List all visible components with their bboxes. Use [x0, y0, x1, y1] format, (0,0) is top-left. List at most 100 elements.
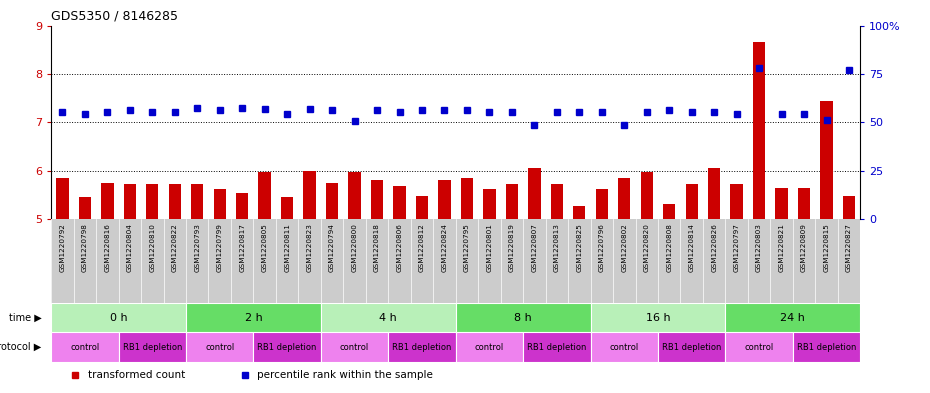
- Text: GSM1220815: GSM1220815: [824, 224, 830, 272]
- Bar: [321, 303, 456, 332]
- Bar: [551, 184, 563, 219]
- Bar: [528, 169, 540, 219]
- Bar: [725, 332, 792, 362]
- Bar: [708, 169, 721, 219]
- Bar: [456, 303, 591, 332]
- Bar: [730, 184, 743, 219]
- Text: RB1 depletion: RB1 depletion: [258, 343, 317, 352]
- Text: GSM1220821: GSM1220821: [778, 224, 785, 272]
- Text: RB1 depletion: RB1 depletion: [662, 343, 722, 352]
- Text: GSM1220819: GSM1220819: [509, 224, 515, 272]
- Text: GSM1220805: GSM1220805: [261, 224, 268, 272]
- Bar: [523, 332, 591, 362]
- Text: GSM1220822: GSM1220822: [172, 224, 178, 272]
- Text: control: control: [745, 343, 774, 352]
- Bar: [236, 193, 248, 219]
- Bar: [663, 204, 675, 219]
- Text: GSM1220812: GSM1220812: [419, 224, 425, 272]
- Text: GSM1220800: GSM1220800: [352, 224, 357, 272]
- Text: GSM1220806: GSM1220806: [396, 224, 403, 272]
- Bar: [595, 189, 608, 219]
- Bar: [124, 184, 136, 219]
- Bar: [303, 171, 316, 219]
- Text: GSM1220816: GSM1220816: [104, 224, 111, 272]
- Text: GSM1220823: GSM1220823: [307, 224, 312, 272]
- Bar: [460, 178, 473, 219]
- Bar: [186, 303, 321, 332]
- Text: GSM1220811: GSM1220811: [285, 224, 290, 272]
- Bar: [51, 303, 186, 332]
- Text: GSM1220825: GSM1220825: [577, 224, 582, 272]
- Bar: [281, 198, 293, 219]
- Text: RB1 depletion: RB1 depletion: [392, 343, 452, 352]
- Bar: [820, 101, 832, 219]
- Bar: [371, 180, 383, 219]
- Bar: [506, 184, 518, 219]
- Bar: [685, 184, 698, 219]
- Bar: [168, 184, 181, 219]
- Bar: [641, 172, 653, 219]
- Text: GSM1220813: GSM1220813: [554, 224, 560, 272]
- Bar: [658, 332, 725, 362]
- Text: control: control: [206, 343, 234, 352]
- Bar: [573, 206, 586, 219]
- Text: GSM1220796: GSM1220796: [599, 224, 604, 272]
- Bar: [321, 332, 388, 362]
- Text: RB1 depletion: RB1 depletion: [797, 343, 857, 352]
- Bar: [776, 188, 788, 219]
- Text: GSM1220802: GSM1220802: [621, 224, 627, 272]
- Bar: [186, 332, 253, 362]
- Text: GSM1220820: GSM1220820: [644, 224, 650, 272]
- Text: GSM1220808: GSM1220808: [666, 224, 672, 272]
- Text: 4 h: 4 h: [379, 313, 397, 323]
- Text: GSM1220826: GSM1220826: [711, 224, 717, 272]
- Bar: [591, 303, 725, 332]
- Text: GSM1220810: GSM1220810: [150, 224, 155, 272]
- Text: GSM1220803: GSM1220803: [756, 224, 762, 272]
- Bar: [792, 332, 860, 362]
- Text: GSM1220795: GSM1220795: [464, 224, 470, 272]
- Text: 0 h: 0 h: [110, 313, 127, 323]
- Bar: [753, 42, 765, 219]
- Bar: [393, 186, 405, 219]
- Bar: [798, 188, 810, 219]
- Text: time ▶: time ▶: [8, 313, 42, 323]
- Text: GSM1220827: GSM1220827: [846, 224, 852, 272]
- Text: GSM1220797: GSM1220797: [734, 224, 739, 272]
- Bar: [56, 178, 69, 219]
- Bar: [484, 189, 496, 219]
- Text: GSM1220804: GSM1220804: [126, 224, 133, 272]
- Bar: [118, 332, 186, 362]
- Text: RB1 depletion: RB1 depletion: [527, 343, 587, 352]
- Text: control: control: [610, 343, 639, 352]
- Text: 2 h: 2 h: [245, 313, 262, 323]
- Text: GSM1220809: GSM1220809: [801, 224, 807, 272]
- Bar: [253, 332, 321, 362]
- Bar: [79, 198, 91, 219]
- Text: GSM1220798: GSM1220798: [82, 224, 87, 272]
- Bar: [101, 183, 113, 219]
- Bar: [191, 184, 204, 219]
- Text: GSM1220814: GSM1220814: [689, 224, 695, 272]
- Bar: [388, 332, 456, 362]
- Text: protocol ▶: protocol ▶: [0, 342, 42, 352]
- Bar: [618, 178, 631, 219]
- Text: control: control: [71, 343, 100, 352]
- Text: GSM1220801: GSM1220801: [486, 224, 492, 272]
- Text: GSM1220794: GSM1220794: [329, 224, 335, 272]
- Text: GSM1220824: GSM1220824: [442, 224, 447, 272]
- Bar: [416, 196, 428, 219]
- Text: GSM1220818: GSM1220818: [374, 224, 380, 272]
- Text: GSM1220799: GSM1220799: [217, 224, 222, 272]
- Bar: [349, 172, 361, 219]
- Text: percentile rank within the sample: percentile rank within the sample: [258, 370, 433, 380]
- Text: control: control: [340, 343, 369, 352]
- Text: 8 h: 8 h: [514, 313, 532, 323]
- Text: GSM1220817: GSM1220817: [239, 224, 246, 272]
- Text: GSM1220792: GSM1220792: [60, 224, 65, 272]
- Bar: [259, 172, 271, 219]
- Text: GSM1220807: GSM1220807: [531, 224, 538, 272]
- Bar: [326, 183, 339, 219]
- Bar: [843, 196, 856, 219]
- Bar: [214, 189, 226, 219]
